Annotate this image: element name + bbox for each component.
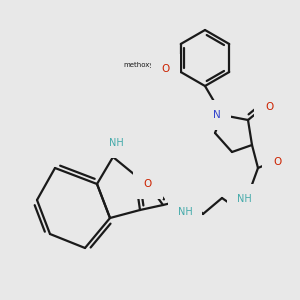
Text: methoxy: methoxy: [124, 62, 154, 68]
Text: O: O: [162, 64, 170, 74]
Text: O: O: [144, 179, 152, 189]
Text: O: O: [273, 157, 281, 167]
Text: NH: NH: [109, 138, 123, 148]
Text: NH: NH: [178, 207, 192, 217]
Text: O: O: [152, 62, 160, 72]
Text: NH: NH: [237, 194, 251, 204]
Text: O: O: [265, 102, 273, 112]
Text: N: N: [213, 110, 221, 120]
